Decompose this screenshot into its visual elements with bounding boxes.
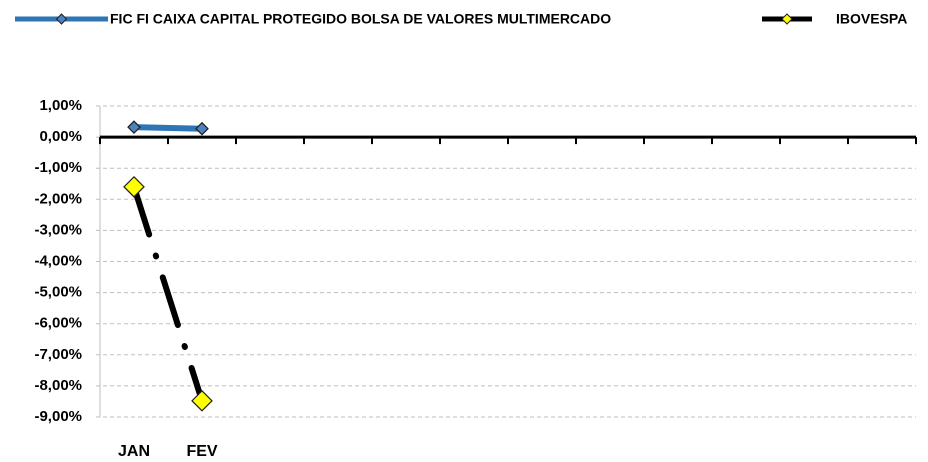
y-tick-label: 1,00%: [39, 97, 82, 114]
y-tick-label: -2,00%: [34, 190, 82, 207]
series-line: [131, 124, 205, 132]
point-marker: [195, 121, 209, 136]
point-marker: [123, 176, 145, 198]
y-tick-label: -5,00%: [34, 284, 82, 301]
legend-marker: [781, 13, 793, 25]
y-tick-label: -4,00%: [34, 252, 82, 269]
y-tick-label: 0,00%: [39, 128, 82, 145]
point-marker: [191, 389, 213, 412]
x-tick-label: FEV: [186, 443, 217, 460]
y-tick-label: -7,00%: [34, 346, 82, 363]
y-tick-label: -9,00%: [34, 408, 82, 425]
y-tick-label: -6,00%: [34, 315, 82, 332]
legend-label: FIC FI CAIXA CAPITAL PROTEGIDO BOLSA DE …: [110, 11, 611, 27]
y-tick-label: -8,00%: [34, 377, 82, 394]
legend-label: IBOVESPA: [836, 11, 907, 27]
point-marker: [127, 120, 141, 134]
y-tick-label: -1,00%: [34, 159, 82, 176]
series-line: [131, 183, 205, 404]
x-tick-label: JAN: [118, 443, 150, 460]
legend-marker: [55, 13, 68, 25]
y-tick-label: -3,00%: [34, 221, 82, 238]
